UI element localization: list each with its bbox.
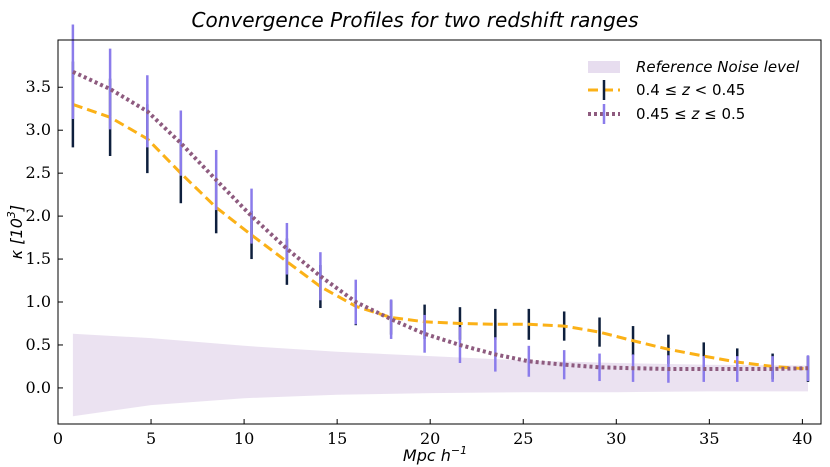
legend-series-2-var: z	[691, 105, 701, 123]
x-tick-label: 15	[327, 429, 347, 448]
plot-frame	[57, 39, 822, 425]
x-tick-label: 35	[699, 429, 719, 448]
legend-noise-label: Reference Noise level	[636, 58, 800, 76]
legend-series-1-var: z	[681, 81, 691, 99]
noise-band	[72, 333, 808, 417]
x-tick-label: 30	[606, 429, 626, 448]
y-tick-label: 0.5	[26, 335, 51, 354]
y-tick-label: 3.5	[26, 77, 51, 96]
y-tick-label: 3.0	[26, 120, 51, 139]
legend-series-1-prefix: 0.4 ≤	[636, 81, 682, 99]
y-axis-label-base: κ [10	[7, 218, 26, 259]
x-tick-label: 20	[420, 429, 440, 448]
y-axis-label-exponent: 3	[5, 211, 18, 218]
y-tick-label: 2.5	[26, 163, 51, 182]
y-axis-label: κ [103]	[5, 205, 26, 259]
series-2	[71, 24, 810, 383]
y-tick-label: 2.0	[26, 206, 51, 225]
series-layer	[71, 24, 810, 383]
series-2-line	[72, 69, 809, 371]
x-tick-label: 10	[234, 429, 254, 448]
chart-title: Convergence Profiles for two redshift ra…	[192, 8, 639, 32]
x-axis-label: Mpc h−1	[403, 444, 467, 465]
series-1-line	[72, 102, 809, 371]
y-tick-label: 1.0	[26, 292, 51, 311]
legend-series-2-prefix: 0.45 ≤	[636, 105, 692, 123]
x-axis-label-exponent: −1	[451, 444, 467, 457]
x-tick-label: 40	[792, 429, 812, 448]
noise-band-layer	[72, 333, 808, 417]
y-axis-label-close: ]	[7, 205, 26, 212]
x-tick-label: 0	[53, 429, 63, 448]
x-axis-label-base: Mpc h	[403, 446, 451, 465]
legend-series-2-suffix: ≤ 0.5	[699, 105, 745, 123]
y-tick-label: 0.0	[26, 378, 51, 397]
y-tick-label: 1.5	[26, 249, 51, 268]
legend-series-1-suffix: < 0.45	[690, 81, 746, 99]
legend-noise-swatch	[588, 61, 620, 73]
x-tick-label: 25	[513, 429, 533, 448]
x-tick-label: 5	[146, 429, 156, 448]
x-axis-ticks: 0 5 10 15 20 25 30 35 40	[53, 419, 813, 448]
legend-series-2-label: 0.45 ≤ z ≤ 0.5	[636, 105, 745, 123]
y-axis-ticks: 0.0 0.5 1.0 1.5 2.0 2.5 3.0 3.5	[26, 77, 63, 397]
legend-series-1-label: 0.4 ≤ z < 0.45	[636, 81, 745, 99]
legend: Reference Noise level 0.4 ≤ z < 0.45 0.4…	[588, 58, 800, 124]
